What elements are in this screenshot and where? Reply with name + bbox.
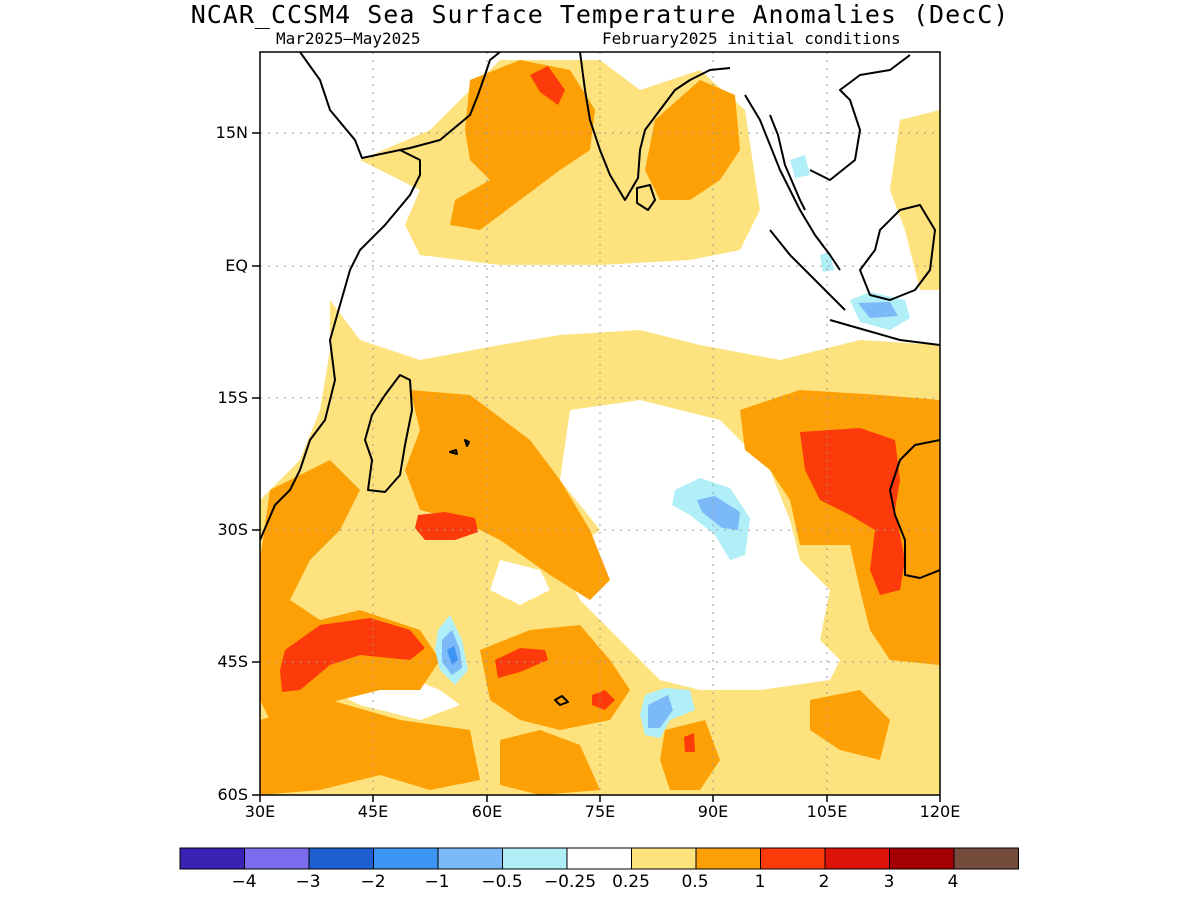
colorbar-swatch (244, 847, 310, 870)
hot-southwest (280, 618, 425, 692)
y-tick-label-30s: 30S (217, 520, 248, 539)
y-tick-label-45s: 45S (217, 652, 248, 671)
colorbar-swatch (760, 847, 826, 870)
colorbar-swatch (824, 847, 890, 870)
x-tick-label-105e: 105E (806, 802, 848, 821)
colorbar-label: −3 (295, 872, 321, 892)
forecast-period: Mar2025—May2025 (276, 29, 421, 48)
x-tick-label-30e: 30E (244, 802, 276, 821)
colorbar-label: −0.25 (543, 872, 597, 892)
coast-madagascar (364, 374, 413, 493)
initial-conditions: February2025 initial conditions (602, 29, 901, 48)
colorbar-label: 1 (754, 872, 766, 892)
coast-java (829, 319, 940, 346)
cool-java-inner (858, 302, 898, 318)
hot-south-dot (592, 690, 615, 710)
warm-madagascar-east (405, 390, 610, 600)
colorbar-swatch (953, 847, 1019, 870)
hot-arabian (530, 66, 565, 105)
colorbar-swatch (631, 847, 697, 870)
colorbar (179, 847, 1019, 870)
coast-india (579, 52, 731, 201)
colorbar-swatch (502, 847, 568, 870)
warm-south-lower (260, 700, 480, 795)
colorbar-label: 0.5 (681, 872, 709, 892)
hot-southeast-dot (684, 733, 695, 752)
x-tick-label-75e: 75E (584, 802, 616, 821)
anomaly-fields (260, 52, 940, 795)
x-ticks (259, 795, 941, 802)
colorbar-label: −0.5 (481, 872, 523, 892)
coast-borneo (859, 204, 936, 301)
coastlines (260, 52, 940, 706)
x-tick-label-60e: 60E (471, 802, 503, 821)
colorbar-swatch (179, 847, 245, 870)
neutral-central (560, 400, 840, 690)
warm-south-pocket (500, 730, 600, 795)
colorbar-swatch (437, 847, 503, 870)
coast-mauritius (449, 439, 470, 455)
cool-south-b-inner (648, 695, 673, 728)
coast-kerguelen (554, 695, 569, 706)
warm-southeast (660, 720, 720, 790)
neutral-south-b (490, 560, 550, 605)
warm-south-east-lobes (810, 690, 890, 760)
colorbar-swatch (889, 847, 955, 870)
hot-madagascar-south (415, 512, 478, 540)
coast-indochina (809, 54, 911, 181)
coast-australia (889, 439, 940, 579)
lat-lon-grid (260, 52, 940, 795)
y-tick-label-60s: 60S (217, 785, 248, 804)
x-tick-label-45e: 45E (357, 802, 389, 821)
cool-central-inner (697, 496, 740, 530)
coast-sri-lanka (636, 184, 656, 211)
y-ticks (252, 132, 260, 796)
colorbar-label: 2 (818, 872, 830, 892)
y-tick-label-15n: 15N (215, 123, 248, 142)
cool-south-a-core (447, 646, 458, 665)
coast-sumatra (769, 229, 846, 311)
y-tick-label-eq: EQ (225, 256, 248, 275)
colorbar-swatch (308, 847, 374, 870)
hot-west-australia (800, 428, 905, 595)
x-tick-label-90e: 90E (697, 802, 729, 821)
anomaly-band-east (890, 110, 940, 290)
colorbar-swatch (373, 847, 439, 870)
warm-bengal (645, 80, 740, 200)
map-title: NCAR_CCSM4 Sea Surface Temperature Anoma… (190, 0, 1010, 29)
colorbar-label: 3 (883, 872, 895, 892)
colorbar-label: −1 (424, 872, 450, 892)
hot-south-mid (495, 648, 548, 678)
colorbar-label: −4 (231, 872, 257, 892)
colorbar-label: 4 (947, 872, 959, 892)
colorbar-swatch (566, 847, 632, 870)
colorbar-swatch (695, 847, 761, 870)
colorbar-label: 0.25 (612, 872, 650, 892)
y-tick-label-15s: 15S (217, 388, 248, 407)
coast-africa-arabia (260, 52, 501, 541)
cool-sumatra (790, 155, 810, 178)
colorbar-label: −2 (360, 872, 386, 892)
x-tick-label-120e: 120E (919, 802, 961, 821)
coast-burma-malaya (744, 94, 841, 271)
